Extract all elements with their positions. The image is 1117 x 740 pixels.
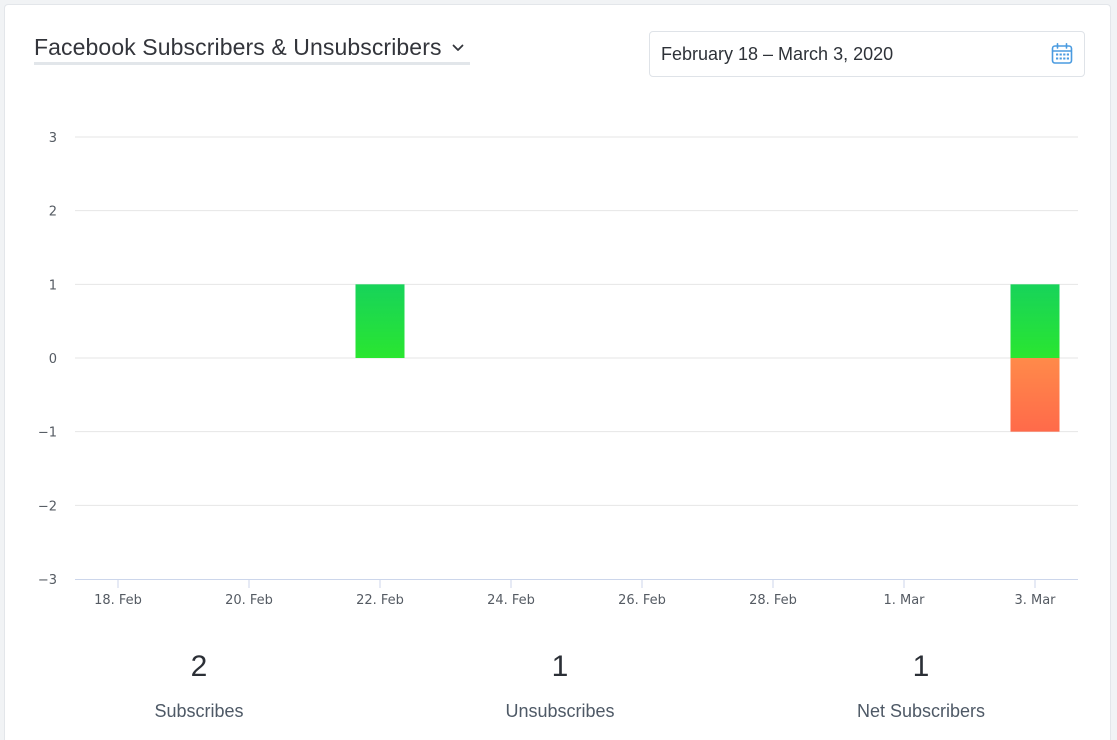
subscribe-bar[interactable]: [1010, 284, 1060, 358]
stat-subscribes-value: 2: [190, 650, 208, 683]
chevron-down-icon: [452, 44, 464, 52]
y-tick-label: −1: [38, 426, 57, 441]
y-tick-label: 1: [49, 278, 57, 293]
x-tick-label: 24. Feb: [487, 593, 535, 608]
unsubscribe-bar[interactable]: [1010, 358, 1060, 432]
chart-title: Facebook Subscribers & Unsubscribers: [34, 33, 442, 60]
stat-net-value: 1: [912, 650, 930, 683]
x-tick-label: 26. Feb: [618, 593, 666, 608]
stat-unsubscribes-value: 1: [551, 650, 569, 683]
y-tick-label: 3: [49, 131, 57, 146]
date-range-text: February 18 – March 3, 2020: [661, 43, 894, 64]
chart-title-dropdown[interactable]: Facebook Subscribers & Unsubscribers: [34, 32, 470, 65]
subscribe-bar[interactable]: [355, 284, 405, 358]
stat-net-label: Net Subscribers: [856, 701, 986, 721]
x-tick-label: 28. Feb: [749, 593, 797, 608]
stat-net-subscribers: 1 Net Subscribers: [771, 647, 1071, 722]
stat-subscribes-label: Subscribes: [154, 701, 244, 721]
x-tick-label: 1. Mar: [883, 593, 925, 608]
y-tick-label: −3: [38, 573, 57, 588]
x-tick-label: 3. Mar: [1014, 593, 1056, 608]
y-tick-label: 2: [49, 205, 57, 220]
x-tick-label: 18. Feb: [94, 593, 142, 608]
date-range-picker[interactable]: February 18 – March 3, 2020: [649, 31, 1085, 77]
stat-unsubscribes-label: Unsubscribes: [505, 701, 615, 721]
stat-subscribes: 2 Subscribes: [49, 647, 349, 722]
chart-card: Facebook Subscribers & Unsubscribers Feb…: [4, 4, 1111, 740]
subscribers-chart: 3 2 1 0 −1 −2 −3 18. Feb 20. Feb 22. Feb 24. Feb 2…: [38, 131, 1078, 608]
x-tick-label: 20. Feb: [225, 593, 273, 608]
x-tick-label: 22. Feb: [356, 593, 404, 608]
stat-unsubscribes: 1 Unsubscribes: [410, 647, 710, 722]
y-tick-label: 0: [49, 352, 57, 367]
calendar-icon[interactable]: [1050, 42, 1074, 66]
y-tick-label: −2: [38, 499, 57, 514]
